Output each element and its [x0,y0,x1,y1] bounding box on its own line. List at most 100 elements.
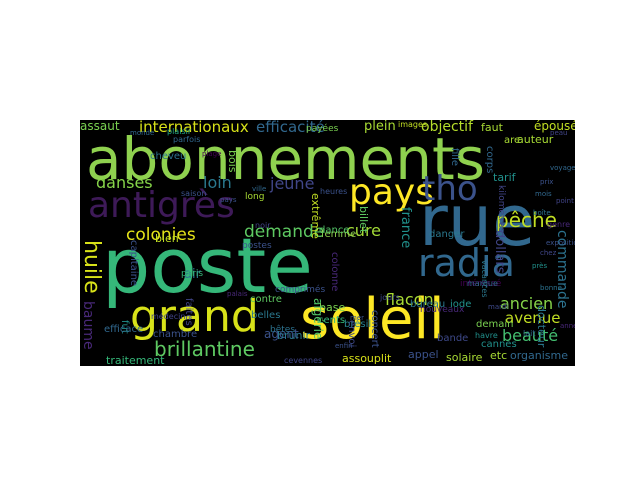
word-cloud-word: dollars [492,230,507,274]
word-cloud-word: demain [476,319,514,330]
word-cloud-word: tarif [493,171,516,184]
word-cloud-word: pays [220,196,237,204]
word-cloud-word: belles [251,310,281,321]
word-cloud-word: cure [346,221,382,240]
word-cloud-word: cevennes [284,356,323,365]
word-cloud-word: billet [357,206,370,234]
word-cloud-word: pays [349,172,434,213]
word-cloud-word: havre [475,331,498,340]
word-cloud-word: nouveaux [420,305,465,315]
word-cloud-word: internationaux [139,120,249,136]
word-cloud-word: prix [540,178,554,186]
word-cloud-word: demande [244,222,325,242]
word-cloud-word: monde [130,129,155,137]
word-cloud-word: algérie [311,298,325,340]
word-cloud-word: ville [252,185,267,193]
word-cloud-word: faut [481,121,503,134]
word-cloud-word: mois [535,190,552,198]
word-cloud-word: huile [80,240,104,294]
word-cloud-word: bêtes [270,325,296,335]
word-cloud: abonnements poste rue soleil grand antigrès pa… [80,120,575,366]
word-cloud-word: organisme [510,349,569,362]
word-cloud-word: capitaine [128,240,139,287]
word-cloud-word: kilomètres [496,185,506,233]
word-cloud-word: postes [242,241,272,251]
word-cloud-word: payées [306,124,339,134]
word-cloud-word: jeune [270,174,315,193]
word-cloud-word: auteur [517,133,554,146]
word-cloud-word: plein [364,120,396,134]
word-cloud-word: près [532,262,548,270]
word-cloud-word: peau [550,129,568,137]
word-cloud-word: comprimés [275,285,326,295]
word-cloud-word: assouplit [342,352,392,365]
word-cloud-word: noir [255,221,271,230]
word-cloud-word: are [504,135,521,146]
word-cloud-word: corps [484,146,495,174]
word-cloud-word: cents [318,315,346,326]
word-cloud-word: images [398,120,428,129]
word-cloud-word: grand [130,291,259,342]
word-cloud-word: chez [540,249,557,257]
word-cloud-word: bande [437,333,469,344]
word-cloud-word: traitement [106,354,165,366]
word-cloud-word: baume [80,301,96,350]
word-cloud-word: intéressé [460,279,502,289]
word-cloud-word: antigrès [88,185,235,226]
word-cloud-word: mardi [488,303,509,311]
word-cloud-word: dance [319,225,350,236]
word-cloud-word: épousé [534,120,575,133]
word-cloud-word: bonne [540,284,562,292]
word-cloud-word: contre [250,294,282,305]
word-cloud-word: colonies [126,225,196,245]
word-cloud-word: base [319,301,346,314]
word-cloud-word: loin [203,173,232,192]
word-cloud-word: objectif [421,120,473,135]
word-cloud-word: concert [369,310,380,348]
word-cloud-word: bois [226,150,239,173]
word-cloud-word: docteur [535,305,548,348]
word-cloud-word: plage [202,150,222,158]
word-cloud-word: voyage [550,164,575,172]
word-cloud-word: enfin [335,342,353,350]
word-cloud-word: exposition [546,239,575,247]
word-cloud-word: plaisir [167,127,192,136]
word-cloud-word: brunir [277,329,311,342]
word-cloud-word: pêche [496,208,557,232]
word-cloud-word: tho [422,169,478,209]
word-cloud-word: cheveu [150,151,187,162]
word-cloud-word: soleil [300,287,445,352]
word-cloud-word: long [245,192,265,202]
word-cloud-word: genre [547,220,571,229]
word-cloud-word: fille [449,148,460,167]
word-cloud-word: palais [227,290,248,298]
word-cloud-word: année [560,322,575,330]
word-cloud-word: saison [181,189,207,198]
word-cloud-word: radia [418,241,515,285]
word-cloud-word: efficacité [256,120,325,136]
word-cloud-word: cannes [481,339,517,350]
word-cloud-word: parfois [173,135,201,144]
word-cloud-word: etc [490,349,508,362]
word-cloud-word: médecin [151,312,186,321]
word-cloud-word: paris [181,269,204,279]
word-cloud-word: appel [408,348,439,361]
word-cloud-word: assaut [80,120,120,133]
word-cloud-word: poste [102,221,313,310]
word-cloud-word: beauté [502,326,559,345]
word-cloud-word: rue [419,180,536,262]
word-cloud-word: chambre [153,329,198,340]
word-cloud-word: efficace [104,324,144,335]
word-cloud-word: jours [380,293,400,302]
word-cloud-word: lait [523,329,536,338]
word-cloud-word: danses [96,173,153,192]
word-cloud-word: ancien [500,294,554,313]
word-cloud-word: mer [350,314,365,322]
word-cloud-word: colonne [329,252,340,292]
word-cloud-word: iode [450,299,472,310]
word-cloud-word: brésil [344,319,372,330]
word-cloud-word: air [184,267,201,282]
word-cloud-word: danger [429,229,465,240]
word-cloud-word: agent [264,327,299,341]
word-cloud-word: flacon [385,290,434,309]
